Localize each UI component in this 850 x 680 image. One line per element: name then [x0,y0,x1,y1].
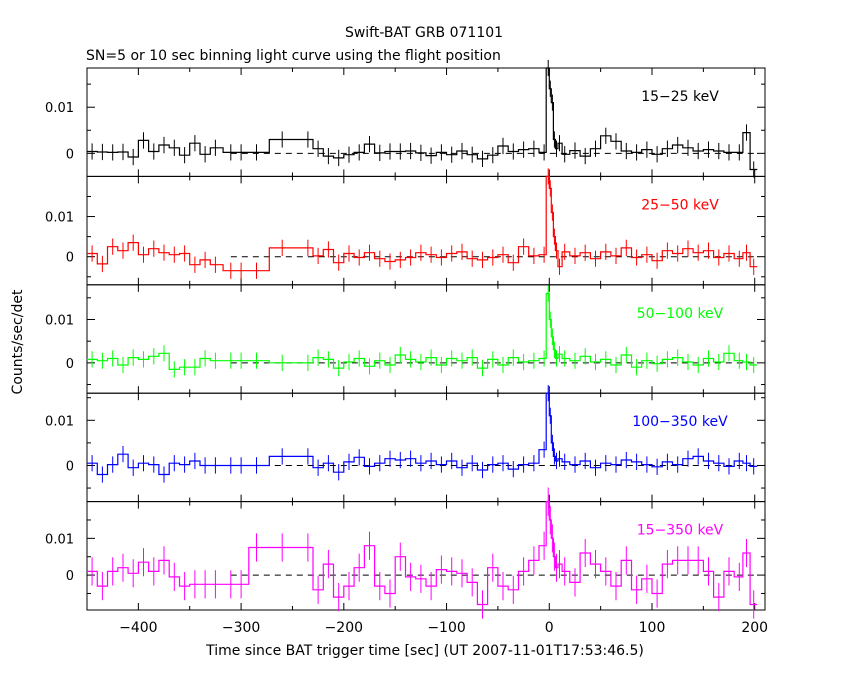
y-tick-label: 0.01 [45,211,74,226]
chart-subtitle: SN=5 or 10 sec binning light curve using… [86,48,501,64]
x-tick-label: −100 [427,620,465,636]
series-label: 50−100 keV [637,306,724,322]
x-tick-label: −300 [222,620,260,636]
series-label: 100−350 keV [632,414,728,430]
x-axis-label: Time since BAT trigger time [sec] (UT 20… [205,643,644,659]
panel-50-100-keV: 0 0.01 50−100 keV [45,284,766,394]
y-tick-label: 0 [66,147,74,162]
x-tick-label: −400 [119,620,157,636]
light-curve-line [87,392,758,476]
panel-frame [86,501,766,611]
panel-frame [86,284,766,394]
panel-frame [86,67,766,177]
series-label: 15−25 keV [641,89,719,105]
panel-25-50-keV: 0 0.01 25−50 keV [45,168,766,286]
y-tick-label: 0 [66,251,74,266]
chart-title: Swift-BAT GRB 071101 [345,25,503,41]
y-tick-label: 0.01 [45,101,74,116]
y-tick-label: 0 [66,459,74,474]
panels-group: 0 0.01 15−25 keV 0 0.01 25−50 keV 0 0.01 50−100 … [45,59,768,636]
panel-15-350-keV: 0 0.01 15−350 keV [45,487,766,619]
panel-15-25-keV: 0 0.01 15−25 keV [45,59,766,178]
x-tick-label: −200 [325,620,363,636]
panel-frame [86,175,766,286]
series-label: 15−350 keV [637,523,724,539]
y-tick-label: 0 [66,357,74,372]
series-label: 25−50 keV [641,197,719,213]
y-tick-label: 0.01 [45,414,74,429]
light-curve-line [87,292,758,370]
x-tick-label: 0 [545,620,554,636]
x-tick-label: 200 [741,620,768,636]
y-tick-label: 0 [66,569,74,584]
y-axis-label: Counts/sec/det [10,289,26,394]
panel-frame [86,392,766,503]
light-curve-line [87,175,758,272]
y-tick-label: 0.01 [45,532,74,547]
panel-100-350-keV: 0 0.01 100−350 keV [45,385,766,503]
light-curve-line [87,67,758,171]
y-tick-label: 0.01 [45,313,74,328]
x-tick-label: 100 [639,620,666,636]
